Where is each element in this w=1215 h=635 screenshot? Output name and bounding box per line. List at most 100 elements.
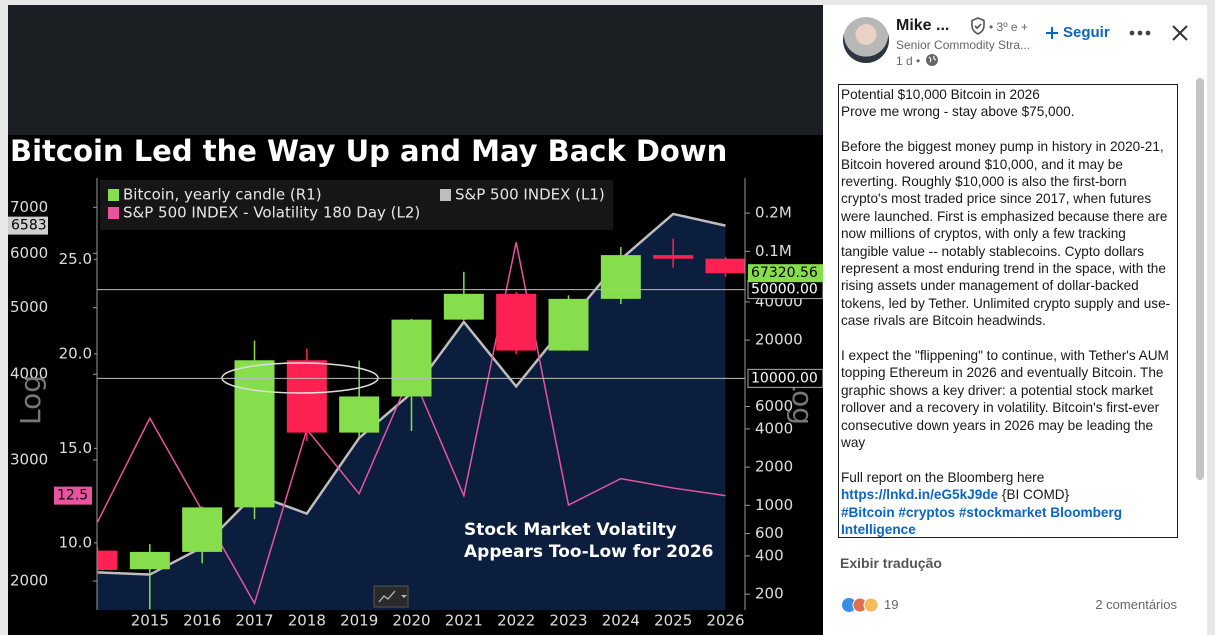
x-tick-label: 2025 — [654, 612, 692, 630]
x-tick-label: 2023 — [549, 612, 587, 630]
candle-body — [129, 551, 170, 570]
y-tick-label: 2000 — [10, 572, 48, 590]
avatar[interactable] — [843, 17, 889, 63]
candle-body — [548, 298, 589, 351]
y2-tick-label: 20000 — [755, 331, 803, 349]
y2-tick-label: 200 — [755, 585, 784, 603]
follow-button[interactable]: Seguir — [1063, 24, 1110, 41]
value-flag — [747, 368, 823, 388]
y-tick-label: 4000 — [10, 365, 48, 383]
post-time: 1 d • — [896, 54, 921, 68]
paragraph: Potential $10,000 Bitcoin in 2026 Prove m… — [841, 86, 1175, 121]
y2-tick-label: 0.1M — [755, 242, 792, 260]
x-tick-label: 2016 — [183, 612, 221, 630]
icon — [378, 590, 396, 603]
annotation: Appears Too-Low for 2026 — [464, 542, 714, 562]
candle-body — [653, 255, 694, 259]
globe-icon — [926, 54, 938, 66]
value-flag-label: 6583 — [11, 218, 47, 234]
follow-plus-icon[interactable] — [1044, 25, 1060, 41]
y-tick-label: 7000 — [10, 198, 48, 216]
candle-body — [182, 507, 223, 552]
y3-tick-label: 20.0 — [59, 344, 92, 362]
chart-tool-button[interactable] — [373, 585, 409, 608]
translate-button[interactable]: Exibir tradução — [840, 555, 942, 571]
candle-body — [286, 360, 327, 433]
annotation: Stock Market Volatilty — [464, 520, 677, 540]
x-tick-label: 2021 — [445, 612, 483, 630]
y3-tick-label: 25.0 — [59, 250, 92, 268]
x-tick-label: 2022 — [497, 612, 535, 630]
legend-swatch — [440, 189, 451, 201]
candle-body — [600, 255, 641, 299]
candle-body — [391, 319, 432, 397]
hashtag[interactable]: #cryptos — [898, 504, 956, 520]
x-tick-label: 2024 — [602, 612, 640, 630]
value-flag-label: 12.5 — [57, 488, 88, 504]
x-tick-label: 2019 — [340, 612, 378, 630]
more-options[interactable] — [1128, 26, 1152, 40]
icon — [401, 595, 407, 598]
hashtag[interactable]: #Bitcoin — [841, 504, 895, 520]
paragraph: Before the biggest money pump in history… — [841, 139, 1171, 329]
text-line: Prove me wrong - stay above $75,000. — [841, 104, 1075, 120]
candle-body — [443, 293, 484, 320]
legend-swatch — [108, 207, 119, 219]
value-flag — [54, 486, 92, 505]
chart-title: Bitcoin Led the Way Up and May Back Down — [10, 135, 727, 168]
candle-body — [97, 550, 118, 570]
paragraph: I expect the "flippening" to continue, w… — [841, 348, 1169, 451]
hashtag[interactable]: #stockmarket — [958, 504, 1047, 520]
author-headline: Senior Commodity Stra... — [896, 38, 1031, 52]
reaction-count[interactable]: 19 — [884, 597, 899, 612]
y2-tick-label: 600 — [755, 524, 784, 542]
legend-label: S&P 500 INDEX - Volatility 180 Day (L2) — [123, 204, 420, 222]
y2-tick-label: 4000 — [755, 419, 793, 437]
legend-box — [100, 180, 613, 230]
connection-degree: • 3º e + — [989, 20, 1028, 34]
y2-tick-label: 6000 — [755, 397, 793, 415]
y2-tick-label: 0.2M — [755, 204, 792, 222]
y2-tick-label: 2000 — [755, 458, 793, 476]
candle-body — [234, 360, 275, 508]
x-tick-label: 2018 — [288, 612, 326, 630]
legend-label: S&P 500 INDEX (L1) — [455, 186, 605, 204]
candle-body — [496, 293, 537, 351]
y-tick-label: 5000 — [10, 298, 48, 316]
candle-body — [705, 258, 745, 274]
comment-count[interactable]: 2 comentários — [1095, 597, 1177, 612]
x-tick-label: 2026 — [706, 612, 744, 630]
text: {BI COMD} — [998, 487, 1070, 503]
y3-tick-label: 15.0 — [59, 439, 92, 457]
y2-tick-label: 400 — [755, 546, 784, 564]
value-flag-label: 67320.56 — [751, 265, 818, 281]
candle-body — [339, 396, 380, 433]
author-name[interactable]: Mike ... — [896, 17, 950, 34]
y-tick-label: 3000 — [10, 451, 48, 469]
text-line: Potential $10,000 Bitcoin in 2026 — [841, 87, 1040, 102]
y-axis-label: Log — [14, 375, 47, 425]
y2-tick-label: 1000 — [755, 496, 793, 514]
value-flag-label: 10000.00 — [751, 370, 818, 386]
post-text: Potential $10,000 Bitcoin in 2026 Prove m… — [838, 84, 1178, 538]
reaction-icons[interactable] — [841, 596, 881, 614]
y-tick-label: 6000 — [10, 244, 48, 262]
mention[interactable]: Bloomberg Intelligence — [841, 504, 1123, 538]
paragraph: Full report on the Bloomberg here https:… — [841, 469, 1175, 538]
x-tick-label: 2015 — [131, 612, 169, 630]
link[interactable]: https://lnkd.in/eG5kJ9de — [841, 487, 999, 503]
x-tick-label: 2017 — [235, 612, 273, 630]
scrollbar[interactable] — [1196, 78, 1204, 480]
value-flag — [748, 264, 823, 283]
legend-swatch — [108, 189, 119, 201]
y3-tick-label: 10.0 — [59, 533, 92, 551]
legend-label: Bitcoin, yearly candle (R1) — [123, 186, 322, 204]
x-tick-label: 2020 — [392, 612, 430, 630]
value-flag — [8, 216, 48, 235]
post-panel — [823, 5, 1207, 635]
close-button[interactable] — [1171, 24, 1189, 42]
verified-icon — [971, 17, 985, 35]
plot — [97, 212, 745, 610]
text: Full report on the Bloomberg here — [841, 469, 1045, 485]
